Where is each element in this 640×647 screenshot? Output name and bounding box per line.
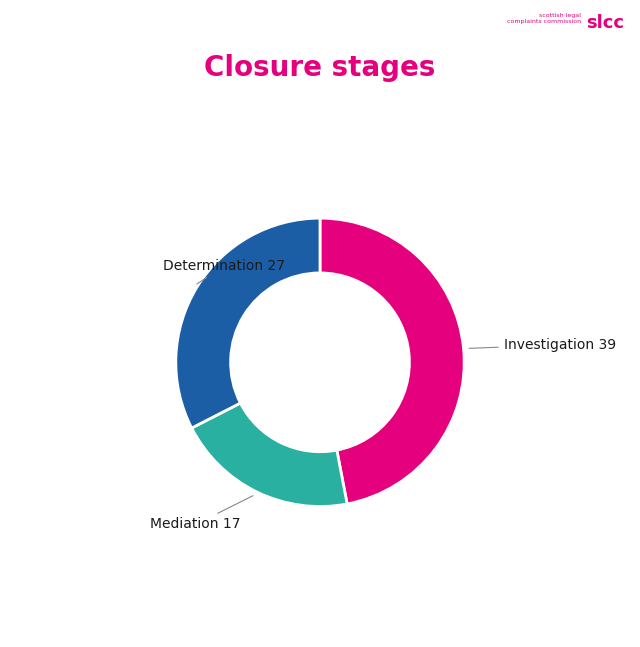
Wedge shape	[176, 218, 320, 428]
Text: scottish legal
complaints commission: scottish legal complaints commission	[507, 13, 581, 24]
Text: slcc: slcc	[586, 14, 624, 32]
Text: Mediation 17: Mediation 17	[150, 496, 253, 531]
Text: Investigation 39: Investigation 39	[469, 338, 616, 352]
Text: Determination 27: Determination 27	[163, 259, 285, 284]
Text: Closure stages: Closure stages	[204, 54, 436, 82]
Wedge shape	[320, 218, 464, 504]
Wedge shape	[191, 403, 347, 507]
